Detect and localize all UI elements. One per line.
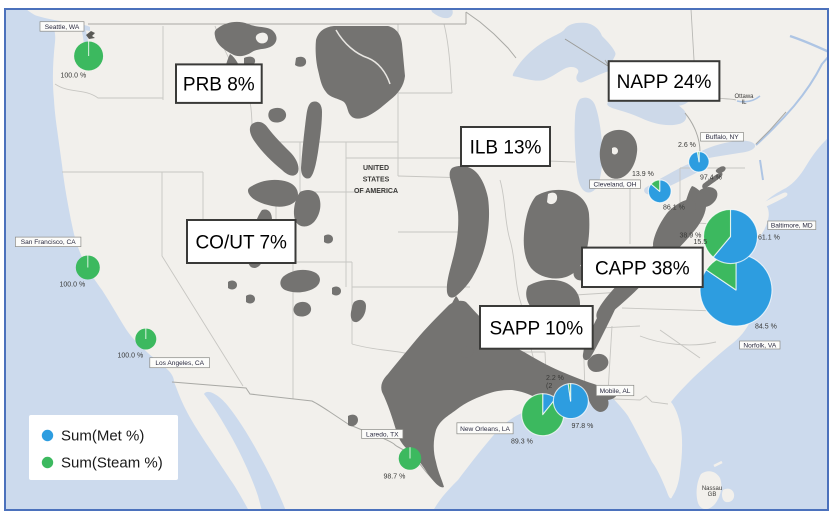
svg-text:Sum(Steam %): Sum(Steam %) bbox=[61, 455, 163, 472]
svg-text:Nassau: Nassau bbox=[702, 486, 722, 492]
svg-text:61.1 %: 61.1 % bbox=[758, 235, 780, 242]
svg-text:15.5: 15.5 bbox=[694, 239, 708, 246]
svg-text:San Francisco, CA: San Francisco, CA bbox=[21, 239, 77, 246]
svg-text:Ottawa: Ottawa bbox=[734, 94, 754, 100]
svg-text:CAPP 38%: CAPP 38% bbox=[595, 258, 690, 279]
svg-text:IL: IL bbox=[741, 100, 747, 106]
svg-text:97.4 %: 97.4 % bbox=[700, 175, 722, 182]
svg-text:Buffalo, NY: Buffalo, NY bbox=[705, 134, 739, 141]
svg-text:86.1 %: 86.1 % bbox=[663, 205, 685, 212]
svg-text:89.3 %: 89.3 % bbox=[511, 439, 533, 446]
svg-text:Seattle, WA: Seattle, WA bbox=[45, 24, 80, 31]
svg-text:STATES: STATES bbox=[363, 177, 390, 184]
svg-text:97.8 %: 97.8 % bbox=[572, 423, 594, 430]
svg-text:NAPP 24%: NAPP 24% bbox=[617, 72, 712, 93]
svg-text:100.0 %: 100.0 % bbox=[60, 282, 86, 289]
svg-text:100.0 %: 100.0 % bbox=[61, 73, 87, 80]
svg-text:2.6 %: 2.6 % bbox=[678, 142, 696, 149]
svg-text:Los Angeles, CA: Los Angeles, CA bbox=[155, 360, 204, 367]
svg-text:GB: GB bbox=[708, 492, 717, 498]
svg-text:100.0 %: 100.0 % bbox=[118, 353, 144, 360]
svg-text:38.9 %: 38.9 % bbox=[680, 233, 702, 240]
svg-text:84.5 %: 84.5 % bbox=[755, 324, 777, 331]
svg-text:Cleveland, OH: Cleveland, OH bbox=[594, 182, 637, 189]
svg-text:Laredo, TX: Laredo, TX bbox=[366, 431, 399, 438]
svg-text:OF AMERICA: OF AMERICA bbox=[354, 188, 398, 195]
svg-text:Sum(Met %): Sum(Met %) bbox=[61, 428, 144, 445]
svg-text:PRB 8%: PRB 8% bbox=[183, 75, 255, 96]
svg-text:ILB 13%: ILB 13% bbox=[470, 138, 542, 159]
svg-text:SAPP 10%: SAPP 10% bbox=[489, 318, 583, 339]
svg-text:CO/UT 7%: CO/UT 7% bbox=[195, 233, 287, 254]
svg-text:New Orleans, LA: New Orleans, LA bbox=[460, 426, 510, 433]
svg-text:13.9 %: 13.9 % bbox=[632, 171, 654, 178]
svg-text:UNITED: UNITED bbox=[363, 165, 389, 172]
svg-text:98.7 %: 98.7 % bbox=[384, 474, 406, 481]
svg-text:(2: (2 bbox=[546, 383, 552, 390]
svg-text:2.2 %: 2.2 % bbox=[546, 375, 564, 382]
svg-text:Norfolk, VA: Norfolk, VA bbox=[743, 342, 776, 349]
svg-text:Mobile, AL: Mobile, AL bbox=[600, 388, 631, 395]
svg-text:Baltimore, MD: Baltimore, MD bbox=[771, 223, 813, 230]
